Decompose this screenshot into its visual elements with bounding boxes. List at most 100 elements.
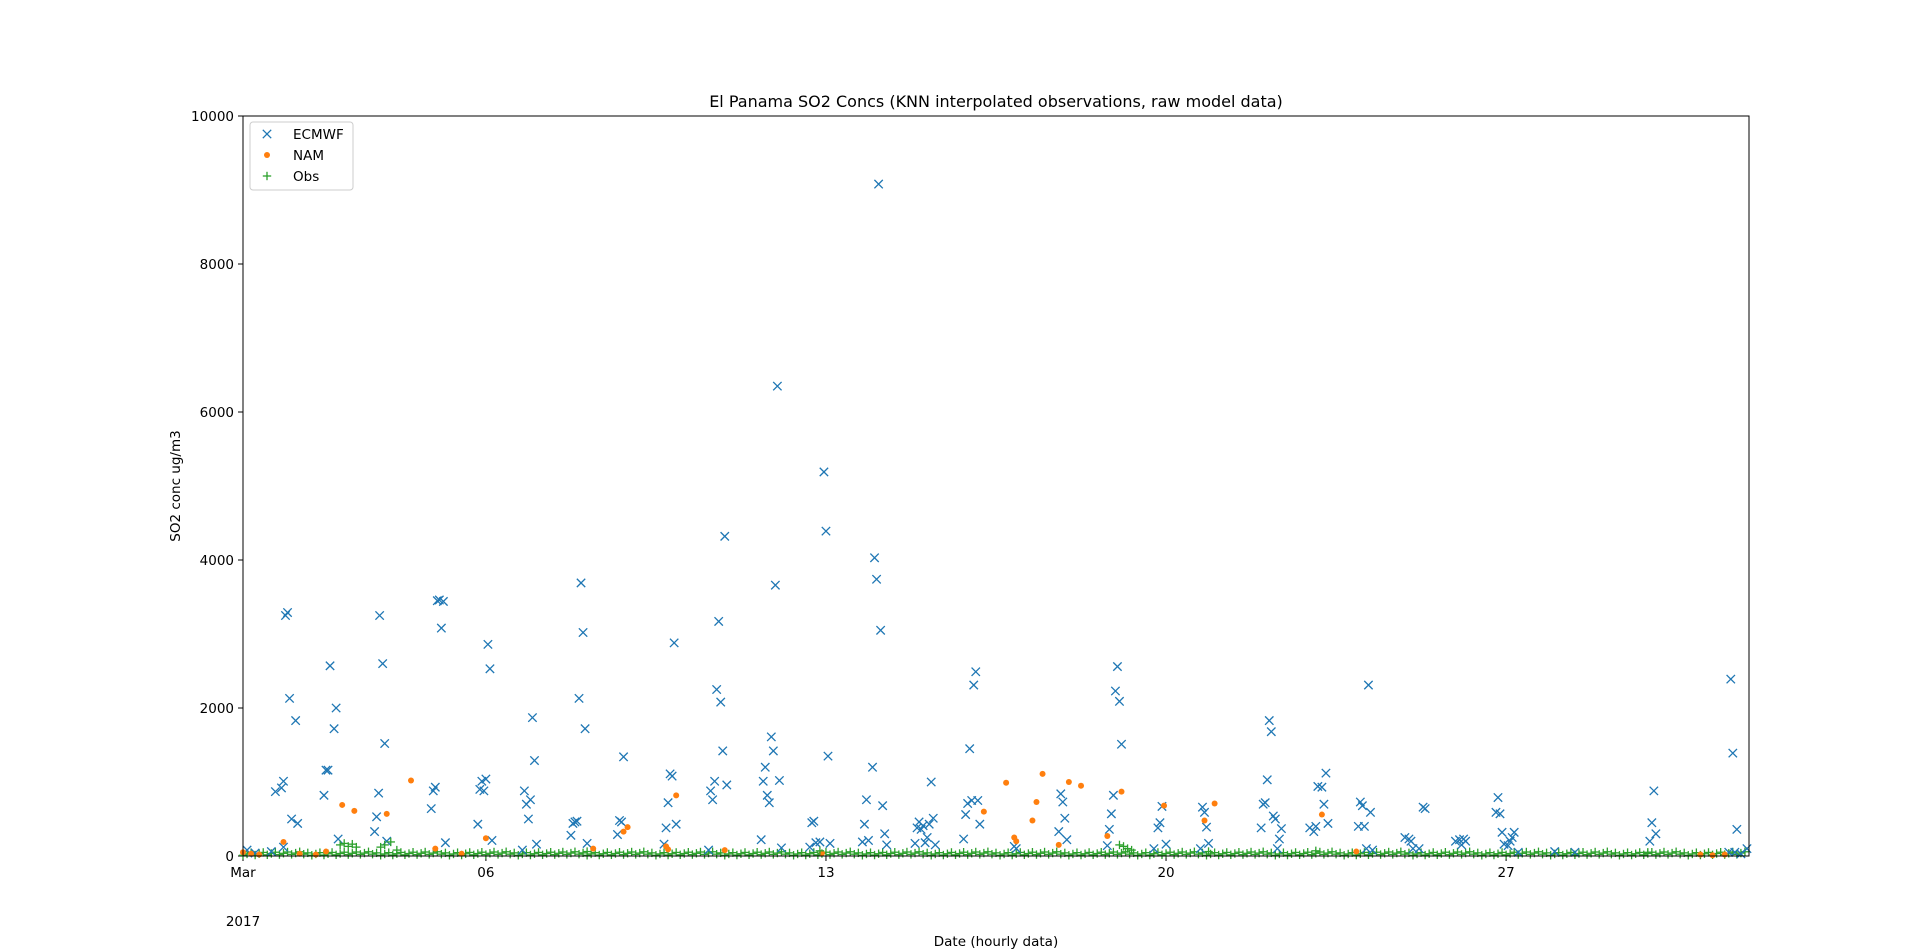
obs-point	[1068, 849, 1078, 859]
ecmwf-point	[1262, 775, 1272, 785]
ecmwf-point	[1550, 846, 1560, 857]
x-tick-label: 27	[1498, 865, 1515, 881]
obs-point	[643, 849, 653, 859]
marker-stroke	[580, 724, 590, 734]
marker-stroke	[319, 790, 329, 800]
obs-point	[858, 851, 867, 860]
marker-stroke	[292, 818, 303, 829]
ecmwf-point	[319, 790, 329, 800]
legend: ECMWF NAM Obs	[249, 121, 354, 191]
ecmwf-point	[1357, 801, 1368, 811]
ecmwf-point	[707, 795, 718, 805]
marker-stroke	[1355, 797, 1366, 807]
ecmwf-point	[712, 684, 722, 695]
ecmwf-point	[1054, 826, 1064, 837]
marker-stroke	[523, 814, 534, 824]
obs-point	[1493, 849, 1503, 858]
ecmwf-point	[1272, 843, 1283, 854]
obs-point	[1388, 850, 1397, 859]
obs-point	[1287, 849, 1296, 858]
obs-point	[927, 851, 936, 860]
ecmwf-point	[960, 809, 971, 820]
ecmwf-point	[1062, 835, 1072, 845]
obs-point	[1627, 850, 1636, 860]
marker-stroke	[663, 798, 673, 808]
obs-point	[1663, 850, 1673, 859]
marker-stroke	[760, 762, 770, 772]
ecmwf-point	[805, 842, 815, 852]
marker-stroke	[774, 775, 785, 786]
marker-stroke	[1321, 768, 1331, 778]
ecmwf-point	[276, 783, 287, 793]
ecmwf-point	[758, 776, 768, 786]
marker-stroke	[764, 798, 774, 808]
marker-stroke	[440, 838, 451, 848]
marker-stroke	[325, 661, 335, 671]
marker-stroke	[321, 765, 331, 775]
marker-stroke	[926, 777, 936, 787]
nam-point	[721, 847, 728, 854]
marker-stroke	[576, 578, 586, 588]
obs-point	[1056, 849, 1065, 859]
obs-point	[356, 850, 365, 859]
obs-point	[1688, 849, 1697, 859]
obs-point	[1619, 849, 1628, 859]
marker-stroke	[971, 667, 981, 677]
ecmwf-point	[1056, 789, 1066, 799]
marker-stroke	[1106, 809, 1117, 819]
obs-point	[1526, 850, 1535, 859]
marker-stroke	[578, 627, 588, 638]
marker-stroke	[1110, 686, 1121, 696]
marker-stroke	[918, 821, 928, 831]
marker-stroke	[722, 780, 732, 790]
ecmwf-point	[863, 835, 874, 846]
y-tick-label: 8000	[200, 257, 234, 273]
marker-stroke	[871, 574, 882, 584]
ecmwf-point	[333, 834, 343, 844]
obs-point	[335, 840, 345, 850]
ecmwf-point	[720, 531, 730, 541]
ecmwf-point	[1406, 836, 1416, 846]
ecmwf-point	[270, 786, 281, 797]
ecmwf-point	[714, 616, 724, 627]
marker-stroke	[928, 813, 938, 823]
obs-point	[493, 850, 503, 859]
x-tick-label: Mar	[230, 865, 256, 881]
obs-point	[712, 849, 721, 859]
marker-stroke	[1460, 836, 1471, 846]
ecmwf-point	[1195, 843, 1206, 854]
marker-stroke	[618, 752, 629, 762]
plot-marks	[238, 179, 1752, 860]
obs-point	[530, 849, 539, 858]
marker-stroke	[768, 746, 778, 756]
ecmwf-point	[1311, 821, 1321, 832]
obs-point	[352, 842, 361, 852]
marker-stroke	[707, 795, 718, 805]
marker-stroke	[434, 595, 445, 605]
obs-point	[1157, 850, 1167, 860]
ecmwf-point	[1493, 792, 1503, 803]
ecmwf-point	[703, 845, 714, 855]
marker-stroke	[1499, 839, 1509, 849]
ecmwf-point	[426, 803, 436, 814]
ecmwf-point	[910, 838, 920, 849]
marker-stroke	[1361, 843, 1372, 854]
ecmwf-point	[661, 823, 671, 833]
marker-stroke	[930, 840, 940, 850]
obs-point	[1218, 849, 1227, 858]
nam-point	[248, 850, 255, 857]
ecmwf-point	[857, 837, 868, 847]
nam-point	[1721, 851, 1728, 858]
ecmwf-point	[963, 798, 973, 809]
legend-label-nam: NAM	[293, 148, 324, 164]
obs-point	[574, 849, 584, 859]
legend-label-obs: Obs	[293, 169, 319, 185]
marker-stroke	[867, 762, 878, 772]
marker-stroke	[290, 715, 301, 726]
nam-point	[296, 850, 303, 857]
marker-stroke	[483, 639, 493, 650]
marker-stroke	[371, 812, 382, 822]
obs-point	[732, 850, 742, 860]
marker-stroke	[869, 553, 880, 563]
marker-stroke	[857, 837, 868, 847]
